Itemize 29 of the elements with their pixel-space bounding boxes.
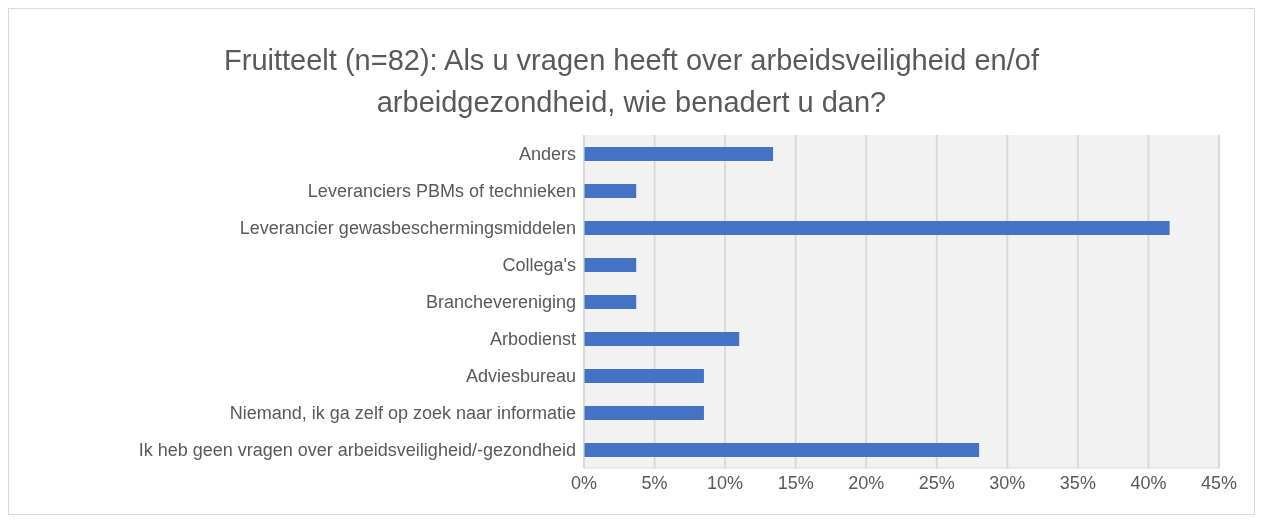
y-tick-label: Adviesbureau xyxy=(465,365,576,386)
y-tick-label: Ik heb geen vragen over arbeidsveiligheid/-gezondheid xyxy=(138,439,576,460)
x-tick-label: 45% xyxy=(1200,472,1238,493)
y-tick-label: Anders xyxy=(518,143,576,164)
x-tick-label: 10% xyxy=(707,472,744,493)
x-tick-label: 40% xyxy=(1130,472,1167,493)
bar xyxy=(584,258,637,272)
bar xyxy=(584,147,774,161)
bar xyxy=(584,295,637,309)
y-tick-label: Branchevereniging xyxy=(425,291,576,312)
bar xyxy=(584,184,637,198)
x-tick-label: 15% xyxy=(777,472,814,493)
y-tick-label: Arbodienst xyxy=(489,328,576,349)
bar xyxy=(584,406,704,420)
x-tick-label: 30% xyxy=(989,472,1026,493)
bar xyxy=(584,332,740,346)
x-tick-label: 20% xyxy=(848,472,885,493)
x-tick-label: 5% xyxy=(641,472,668,493)
bar xyxy=(584,221,1170,235)
chart-title: Fruitteelt (n=82): Als u vragen heeft over arbeidsveiligheid en/of arbeidgezondheid, wie benadert u dan? xyxy=(223,43,1040,120)
bar xyxy=(584,443,980,457)
y-tick-label: Niemand, ik ga zelf op zoek naar informatie xyxy=(229,402,576,423)
y-tick-label: Collega's xyxy=(502,254,576,275)
x-tick-label: 25% xyxy=(918,472,955,493)
bar xyxy=(584,369,704,383)
y-tick-label: Leverancier gewasbeschermingsmiddelen xyxy=(239,217,576,238)
x-tick-label: 35% xyxy=(1059,472,1096,493)
y-tick-label: Leveranciers PBMs of technieken xyxy=(307,180,576,201)
x-tick-label: 0% xyxy=(570,472,598,493)
